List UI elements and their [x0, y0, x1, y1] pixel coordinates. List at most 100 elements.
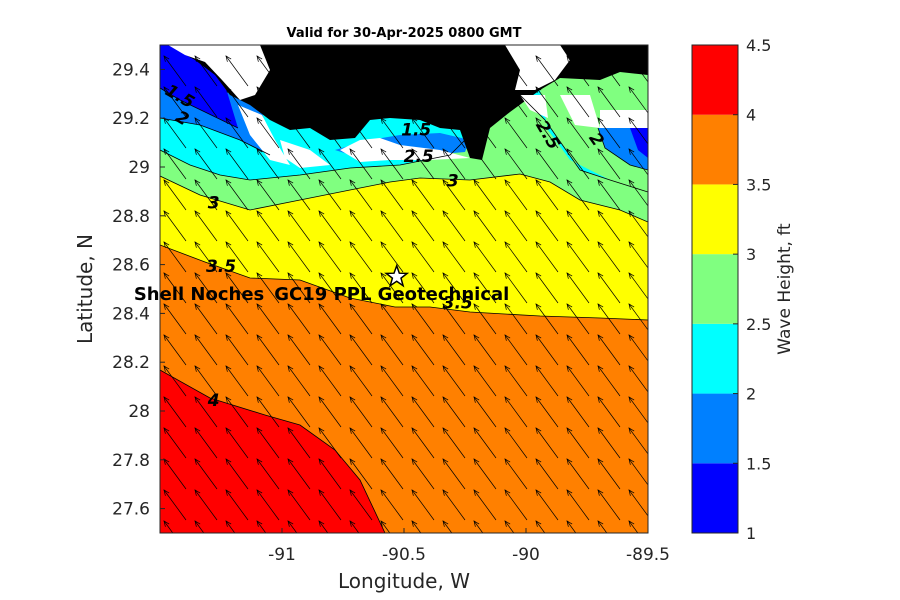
arrow-shaft — [349, 148, 373, 180]
arrow-head — [194, 272, 201, 279]
arrow-head — [349, 55, 356, 62]
arrow-head — [473, 117, 480, 124]
arrow-shaft — [349, 303, 373, 335]
arrow-shaft — [287, 458, 311, 490]
arrow-shaft — [504, 520, 515, 533]
arrow-shaft — [287, 396, 311, 428]
arrow-head — [349, 365, 356, 372]
arrow-head — [287, 272, 294, 279]
arrow-head — [504, 427, 511, 434]
arrow-shaft — [504, 148, 528, 180]
arrow-shaft — [256, 86, 280, 118]
arrow-head — [256, 458, 263, 465]
arrow-shaft — [442, 489, 466, 521]
arrow-shaft — [380, 117, 404, 149]
arrow-shaft — [256, 148, 280, 180]
arrow-head — [597, 241, 604, 248]
arrow-head — [256, 241, 263, 248]
arrow-shaft — [163, 148, 187, 180]
arrow-shaft — [442, 179, 466, 211]
arrow-head — [597, 272, 604, 279]
arrow-head — [628, 86, 635, 93]
arrow-shaft — [597, 427, 621, 459]
arrow-shaft — [411, 241, 435, 273]
arrow-shaft — [163, 179, 187, 211]
arrow-shaft — [318, 520, 329, 533]
arrow-head — [597, 148, 604, 155]
wave-direction-arrows — [163, 55, 648, 533]
arrow-shaft — [473, 303, 497, 335]
arrow-shaft — [318, 334, 342, 366]
arrow-shaft — [163, 210, 187, 242]
arrow-head — [287, 179, 294, 186]
arrow-head — [163, 365, 170, 372]
colorbar-segment — [692, 45, 738, 115]
arrow-shaft — [411, 427, 435, 459]
arrow-shaft — [473, 427, 497, 459]
arrow-head — [535, 458, 542, 465]
arrow-shaft — [535, 458, 559, 490]
arrow-head — [380, 241, 387, 248]
arrow-shaft — [473, 179, 497, 211]
arrow-head — [411, 396, 418, 403]
arrow-shaft — [535, 148, 559, 180]
arrow-shaft — [349, 272, 373, 304]
arrow-shaft — [349, 241, 373, 273]
arrow-head — [225, 520, 232, 527]
x-axis-ticks: -91 -90.5 -90 -89.5 — [268, 528, 670, 565]
arrow-shaft — [504, 458, 528, 490]
arrow-shaft — [442, 334, 466, 366]
colorbar-segment — [692, 184, 738, 255]
arrow-head — [163, 272, 170, 279]
arrow-shaft — [318, 117, 342, 149]
arrow-head — [256, 427, 263, 434]
arrow-head — [628, 241, 635, 248]
arrow-shaft — [504, 427, 528, 459]
arrow-head — [473, 179, 480, 186]
arrow-head — [349, 303, 356, 310]
arrow-head — [256, 117, 263, 124]
arrow-shaft — [504, 272, 528, 304]
arrow-shaft — [628, 272, 648, 300]
arrow-shaft — [411, 117, 435, 149]
arrow-shaft — [194, 396, 218, 428]
contour-label: 2.5 — [404, 147, 434, 167]
arrow-shaft — [318, 303, 342, 335]
arrow-shaft — [225, 365, 249, 397]
arrow-shaft — [442, 55, 466, 87]
arrow-shaft — [566, 117, 590, 149]
arrow-head — [628, 303, 635, 310]
arrow-shaft — [163, 117, 187, 149]
arrow-shaft — [287, 179, 311, 211]
arrow-head — [194, 241, 201, 248]
arrow-head — [256, 86, 263, 93]
arrow-shaft — [318, 427, 342, 459]
arrow-head — [380, 303, 387, 310]
arrow-head — [442, 272, 449, 279]
arrow-head — [504, 55, 511, 62]
arrow-shaft — [380, 179, 404, 211]
colorbar-segment — [692, 463, 738, 533]
y-tick-label: 29 — [128, 158, 150, 178]
arrow-head — [380, 458, 387, 465]
band-1-1.5 — [160, 45, 238, 128]
arrow-head — [473, 427, 480, 434]
arrow-head — [287, 117, 294, 124]
arrow-head — [442, 427, 449, 434]
arrow-shaft — [256, 520, 267, 533]
arrow-head — [163, 489, 170, 496]
arrow-shaft — [225, 179, 249, 211]
arrow-shaft — [597, 365, 621, 397]
arrow-head — [566, 520, 573, 527]
land-white-islands — [168, 45, 648, 168]
colorbar-tick-label: 1 — [746, 524, 756, 543]
arrow-shaft — [194, 458, 218, 490]
arrow-shaft — [442, 117, 466, 149]
arrow-shaft — [411, 520, 422, 533]
arrow-head — [566, 86, 573, 93]
arrow-shaft — [473, 241, 497, 273]
arrow-shaft — [628, 241, 648, 269]
arrow-shaft — [194, 210, 218, 242]
arrow-head — [287, 489, 294, 496]
arrow-head — [535, 365, 542, 372]
